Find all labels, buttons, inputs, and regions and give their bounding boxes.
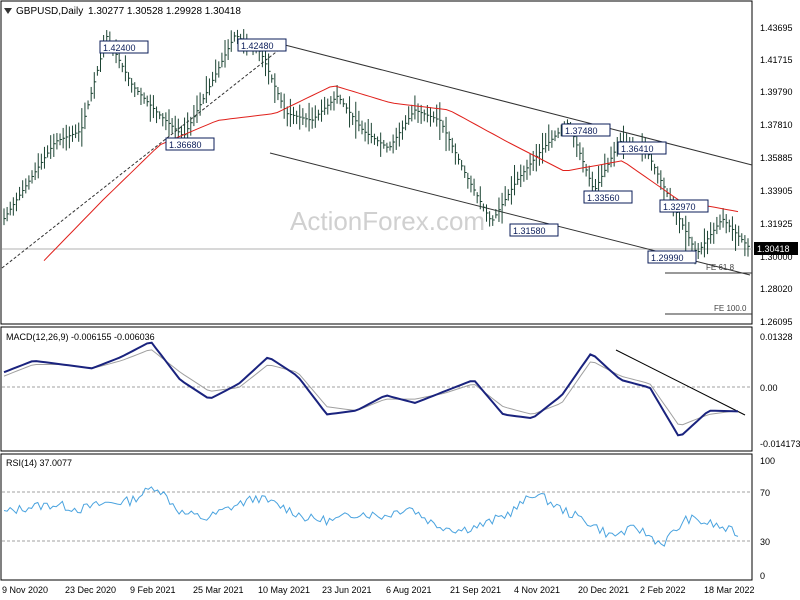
level-label-2: 1.42480 <box>241 41 274 51</box>
x-tick: 23 Jun 2021 <box>322 585 372 595</box>
level-box <box>237 38 287 52</box>
channel-upper-line <box>284 44 753 166</box>
price-tick: 1.31925 <box>760 219 793 229</box>
watermark: ActionForex.com <box>290 206 485 236</box>
x-tick: 18 Mar 2022 <box>704 585 755 595</box>
level-label-4: 1.37480 <box>565 126 598 136</box>
level-box <box>659 199 709 213</box>
current-price-badge <box>754 242 798 255</box>
level-label-9: 1.29990 <box>651 253 684 263</box>
level-label-5: 1.36410 <box>621 144 654 154</box>
level-box <box>617 141 667 155</box>
level-label-3: 1.36680 <box>169 140 202 150</box>
level-box <box>583 190 633 204</box>
rsi-pane <box>0 453 753 581</box>
x-tick: 4 Nov 2021 <box>514 585 560 595</box>
x-tick: 6 Aug 2021 <box>386 585 432 595</box>
level-labels: 1.42400 1.42480 1.36680 1.37480 1.36410 … <box>99 38 709 264</box>
macd-tick: 0.01328 <box>760 332 793 342</box>
macd-trendline <box>615 349 746 416</box>
price-y-axis: 1.43695 1.41715 1.39790 1.37810 1.35885 … <box>760 23 793 327</box>
fe-100-label: FE 100.0 <box>714 304 747 313</box>
macd-signal-line <box>3 349 739 426</box>
level-box <box>99 40 149 54</box>
price-tick: 1.43695 <box>760 23 793 33</box>
ohlc-values: 1.30277 1.30528 1.29928 1.30418 <box>88 6 241 17</box>
price-tick: 1.39790 <box>760 87 793 97</box>
price-tick: 1.41715 <box>760 55 793 65</box>
macd-tick: -0.014173 <box>760 439 800 449</box>
price-pane <box>0 0 753 325</box>
x-tick: 9 Feb 2021 <box>130 585 176 595</box>
trend-support-line <box>1 44 286 269</box>
macd-line <box>3 341 739 437</box>
macd-tick: 0.00 <box>760 383 778 393</box>
rsi-title: RSI(14) 37.0077 <box>6 458 72 468</box>
level-box <box>647 250 697 264</box>
rsi-line <box>3 486 739 547</box>
level-label-6: 1.33560 <box>587 193 620 203</box>
x-tick: 21 Sep 2021 <box>450 585 501 595</box>
collapse-icon <box>4 8 12 14</box>
x-tick: 25 Mar 2021 <box>193 585 244 595</box>
level-box <box>165 137 215 151</box>
x-axis: 9 Nov 2020 23 Dec 2020 9 Feb 2021 25 Mar… <box>2 585 755 595</box>
x-tick: 10 May 2021 <box>258 585 310 595</box>
price-tick: 1.37810 <box>760 120 793 130</box>
level-label-8: 1.31580 <box>513 226 546 236</box>
level-label-1: 1.42400 <box>103 43 136 53</box>
macd-title: MACD(12,26,9) -0.006155 -0.006036 <box>6 332 155 342</box>
price-tick: 1.26095 <box>760 317 793 327</box>
symbol-title: GBPUSD,Daily <box>16 6 83 17</box>
macd-pane <box>0 326 753 452</box>
rsi-tick: 0 <box>760 571 765 581</box>
x-tick: 20 Dec 2021 <box>578 585 629 595</box>
fe-618-label: FE 61.8 <box>706 263 735 272</box>
price-tick: 1.28020 <box>760 284 793 294</box>
rsi-tick: 30 <box>760 537 770 547</box>
rsi-tick: 100 <box>760 456 775 466</box>
level-box <box>561 123 611 137</box>
price-tick: 1.33905 <box>760 186 793 196</box>
level-label-7: 1.32970 <box>663 202 696 212</box>
current-price-label: 1.30418 <box>757 244 790 254</box>
rsi-tick: 70 <box>760 488 770 498</box>
x-tick: 9 Nov 2020 <box>2 585 48 595</box>
x-tick: 23 Dec 2020 <box>65 585 116 595</box>
header: GBPUSD,Daily 1.30277 1.30528 1.29928 1.3… <box>4 6 241 17</box>
price-tick: 1.30000 <box>760 252 793 262</box>
price-tick: 1.35885 <box>760 153 793 163</box>
moving-average-line <box>43 85 739 262</box>
level-box <box>509 223 559 237</box>
x-tick: 2 Feb 2022 <box>640 585 686 595</box>
